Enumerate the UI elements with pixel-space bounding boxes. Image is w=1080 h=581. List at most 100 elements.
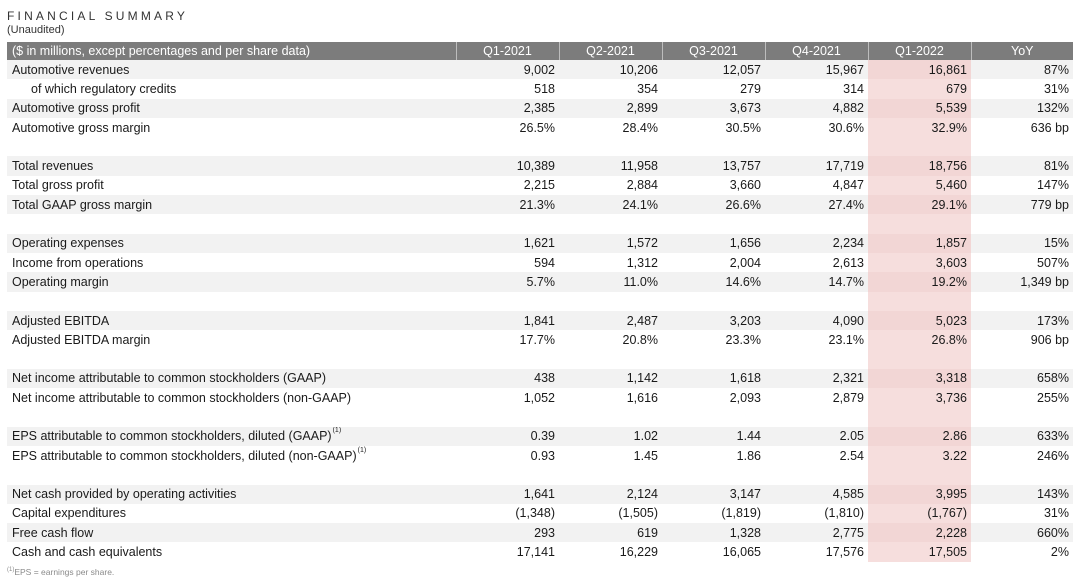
- spacer-cell: [559, 291, 662, 311]
- value-cell: 1.02: [559, 426, 662, 446]
- row-label: Total gross profit: [7, 176, 456, 195]
- value-cell: 5,539: [868, 98, 971, 118]
- yoy-cell: 636 bp: [1030, 120, 1069, 135]
- row-label: Capital expenditures: [7, 504, 456, 523]
- spacer-cell: [662, 349, 765, 369]
- spacer-cell: [971, 291, 1073, 311]
- value-cell: 20.8%: [622, 332, 658, 347]
- value-cell: 518: [534, 81, 555, 96]
- value-cell: 2,487: [559, 310, 662, 331]
- value-cell: 1,052: [523, 390, 555, 405]
- header-q1-2022: Q1-2022: [867, 42, 971, 60]
- value-cell: 2,124: [559, 484, 662, 504]
- row-label: Adjusted EBITDA: [7, 310, 456, 331]
- value-cell: 0.39: [456, 426, 559, 446]
- value-cell: 0.93: [530, 448, 555, 463]
- header-q1-2021: Q1-2021: [455, 42, 559, 60]
- value-cell: 30.6%: [828, 120, 864, 135]
- value-cell: 27.4%: [765, 195, 868, 215]
- spacer-cell: [662, 465, 765, 485]
- value-cell: 1,857: [868, 233, 971, 253]
- value-cell: 3,603: [868, 252, 971, 273]
- value-cell: 11,958: [559, 156, 662, 176]
- page-subtitle: (Unaudited): [7, 24, 65, 36]
- row-label-text: EPS attributable to common stockholders,…: [12, 429, 332, 444]
- spacer-cell: [971, 214, 1073, 234]
- yoy-cell: 246%: [1037, 448, 1069, 463]
- row-label: Cash and cash equivalents: [7, 542, 456, 561]
- value-cell: (1,348): [515, 506, 555, 521]
- value-cell: 3,673: [662, 98, 765, 118]
- spacer-row: [7, 214, 1073, 234]
- row-label-text: Operating margin: [12, 274, 109, 289]
- table-row: Adjusted EBITDA margin 17.7% 20.8% 23.3% 23.…: [7, 330, 1073, 350]
- yoy-cell: 658%: [971, 368, 1073, 389]
- row-label-text: Total GAAP gross margin: [12, 197, 153, 212]
- yoy-cell: 255%: [1037, 390, 1069, 405]
- value-cell: 17.7%: [519, 332, 555, 347]
- yoy-cell: 147%: [1037, 178, 1069, 193]
- value-cell: 28.4%: [622, 120, 658, 135]
- row-label: Net cash provided by operating activitie…: [7, 484, 456, 504]
- value-cell: 23.1%: [828, 332, 864, 347]
- value-cell: 23.3%: [725, 332, 761, 347]
- value-cell: 2,899: [559, 98, 662, 118]
- value-cell: 3,318: [868, 368, 971, 389]
- spacer-cell: [559, 407, 662, 427]
- header-q2-2021: Q2-2021: [558, 42, 662, 60]
- value-cell: 4,847: [832, 178, 864, 193]
- yoy-cell: 15%: [971, 233, 1073, 253]
- row-label: Total GAAP gross margin: [7, 195, 456, 215]
- value-cell: 1,618: [662, 368, 765, 389]
- value-cell: 3.22: [868, 445, 971, 466]
- footnote-marker: (1): [7, 567, 15, 573]
- value-cell: 1,312: [626, 255, 658, 270]
- row-label: Adjusted EBITDA margin: [7, 330, 456, 349]
- table-row: Adjusted EBITDA 1,841 2,487 3,203 4,090 5,023…: [7, 310, 1073, 331]
- row-label: Operating margin: [7, 272, 456, 292]
- value-cell: 5,023: [868, 310, 971, 331]
- value-cell: 1,142: [559, 368, 662, 389]
- value-cell: 2,234: [765, 233, 868, 253]
- spacer-cell: [765, 137, 868, 157]
- value-cell: 5,460: [868, 175, 971, 196]
- value-cell: 2,093: [729, 390, 761, 405]
- value-cell: 1,656: [662, 233, 765, 253]
- spacer-cell: [456, 407, 559, 427]
- spacer-cell: [868, 407, 971, 427]
- spacer-cell: [7, 349, 456, 369]
- value-cell: 24.1%: [559, 195, 662, 215]
- spacer-cell: [662, 137, 765, 157]
- value-cell: 16,229: [619, 545, 658, 560]
- value-cell: 619: [559, 523, 662, 543]
- header-yoy: YoY: [970, 42, 1073, 60]
- footnote-text: EPS = earnings per share.: [14, 567, 115, 577]
- row-label-text: Automotive revenues: [12, 62, 130, 77]
- value-cell: 4,882: [765, 98, 868, 118]
- value-cell: 9,002: [456, 60, 559, 80]
- value-cell: 3,736: [868, 388, 971, 408]
- spacer-cell: [7, 465, 456, 485]
- footnote-ref: (1): [357, 446, 367, 454]
- yoy-cell: 2%: [1050, 545, 1069, 560]
- spacer-cell: [765, 214, 868, 234]
- row-label: Net income attributable to common stockh…: [7, 368, 456, 389]
- yoy-cell: 1,349 bp: [971, 272, 1073, 292]
- spacer-cell: [456, 214, 559, 234]
- spacer-cell: [971, 349, 1073, 369]
- value-cell: 3,203: [662, 310, 765, 331]
- table-row: Free cash flow 293 619 1,328 2,775 2,228 660%: [7, 523, 1073, 543]
- value-cell: 19.2%: [868, 272, 971, 292]
- value-cell: 12,057: [662, 60, 765, 80]
- row-label: Automotive revenues: [7, 60, 456, 80]
- spacer-row: [7, 349, 1073, 369]
- row-label-text: Capital expenditures: [12, 506, 126, 521]
- value-cell: 314: [843, 81, 864, 96]
- yoy-cell: 81%: [971, 156, 1073, 176]
- spacer-cell: [765, 407, 868, 427]
- table-row: Automotive gross profit 2,385 2,899 3,673 4,…: [7, 98, 1073, 118]
- row-label-text: EPS attributable to common stockholders,…: [12, 448, 357, 463]
- value-cell: 21.3%: [456, 195, 559, 215]
- row-label-text: Adjusted EBITDA: [12, 313, 110, 328]
- row-label-text: Adjusted EBITDA margin: [12, 332, 151, 347]
